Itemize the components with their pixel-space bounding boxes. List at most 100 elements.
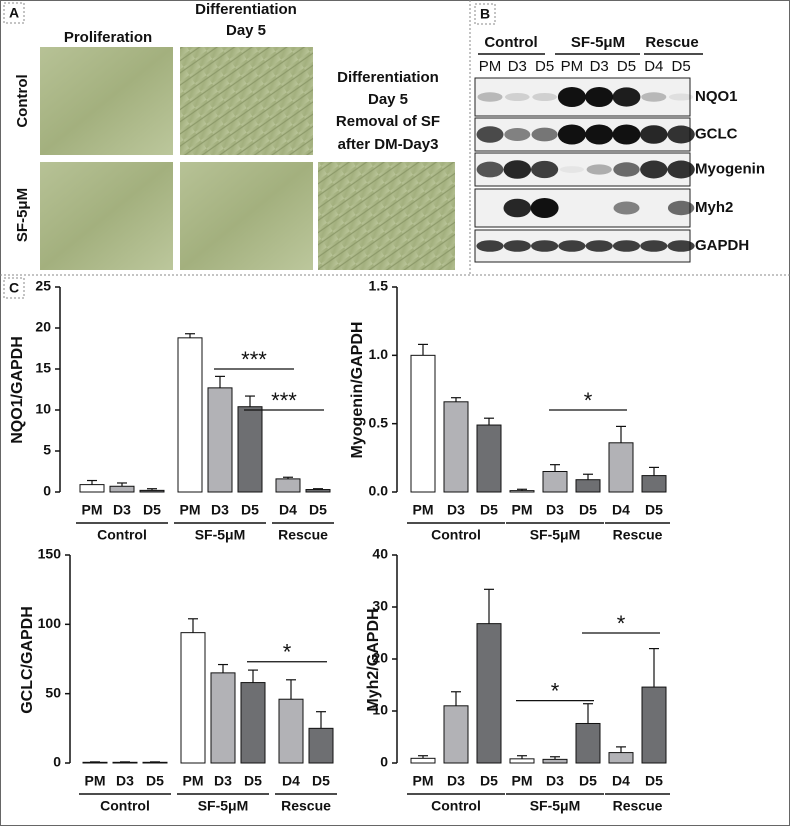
lane-label: D5 <box>535 58 554 75</box>
band <box>667 125 695 144</box>
band <box>532 92 557 102</box>
y-tick-label: 0.5 <box>369 414 389 430</box>
band <box>585 87 614 107</box>
y-tick-label: 1.0 <box>369 346 389 362</box>
band <box>613 162 640 177</box>
row-label: Control <box>14 74 31 127</box>
y-tick-label: 0 <box>380 754 388 770</box>
x-tick-label: D3 <box>214 773 232 789</box>
group-label: Rescue <box>645 34 698 51</box>
group-label: Control <box>100 798 150 814</box>
bar <box>476 623 502 764</box>
micrograph <box>40 47 173 155</box>
x-tick-label: PM <box>183 773 204 789</box>
y-tick-label: 1.5 <box>369 278 389 294</box>
panel-letter-box <box>3 2 25 24</box>
significance-label: * <box>617 611 626 636</box>
row-label: SF-5μM <box>14 188 31 242</box>
y-tick-label: 100 <box>38 615 62 631</box>
bar <box>575 722 601 764</box>
x-tick-label: D5 <box>143 502 161 518</box>
panel-letter-box <box>3 277 25 299</box>
bar <box>608 442 634 493</box>
micrograph <box>318 162 455 270</box>
x-tick-label: PM <box>82 502 103 518</box>
bar <box>410 354 436 493</box>
y-tick-label: 20 <box>35 319 51 335</box>
bar <box>180 632 206 764</box>
bar <box>308 727 334 764</box>
lane-label: D3 <box>508 58 527 75</box>
group-label: SF-5μM <box>198 798 249 814</box>
bar <box>641 686 667 764</box>
band <box>503 240 531 252</box>
bar <box>142 761 168 764</box>
column-label: Day 5 <box>368 91 408 108</box>
band <box>559 166 585 173</box>
column-label: Differentiation <box>337 69 439 86</box>
column-label: Differentiation <box>195 1 297 18</box>
bar <box>278 698 304 764</box>
protein-label: GAPDH <box>695 237 749 254</box>
bar <box>542 758 568 764</box>
x-tick-label: PM <box>413 773 434 789</box>
bar <box>237 406 263 493</box>
group-label: SF-5μM <box>530 798 581 814</box>
y-tick-label: 30 <box>372 598 388 614</box>
band <box>558 240 586 252</box>
band <box>531 240 559 252</box>
x-tick-label: D4 <box>282 773 300 789</box>
protein-label: NQO1 <box>695 88 738 105</box>
x-tick-label: D5 <box>645 502 663 518</box>
column-label: Proliferation <box>64 29 152 46</box>
column-label: Day 5 <box>226 22 266 39</box>
group-label: Control <box>484 34 537 51</box>
micrograph <box>180 47 313 155</box>
x-tick-label: D5 <box>645 773 663 789</box>
band <box>640 125 668 144</box>
lane-label: D5 <box>672 58 691 75</box>
band <box>557 124 586 145</box>
y-tick-label: 150 <box>38 546 62 562</box>
y-tick-label: 40 <box>372 546 388 562</box>
protein-label: Myogenin <box>695 160 765 177</box>
panel-letter: B <box>480 6 490 22</box>
significance-label: * <box>283 640 292 665</box>
band <box>505 92 530 102</box>
bar <box>608 752 634 764</box>
x-tick-label: PM <box>413 502 434 518</box>
significance-label: *** <box>241 347 267 372</box>
y-tick-label: 50 <box>45 684 61 700</box>
x-tick-label: D5 <box>480 502 498 518</box>
y-axis-label: Myh2/GAPDH <box>365 608 382 711</box>
band <box>530 198 559 218</box>
lane-label: PM <box>561 58 584 75</box>
band <box>613 201 640 215</box>
band <box>476 126 504 143</box>
y-tick-label: 20 <box>372 650 388 666</box>
band <box>585 240 613 252</box>
x-tick-label: D4 <box>279 502 297 518</box>
x-tick-label: D3 <box>447 502 465 518</box>
band <box>586 164 612 175</box>
band <box>668 93 694 101</box>
micrograph <box>40 162 173 270</box>
band <box>640 240 668 252</box>
protein-label: Myh2 <box>695 199 733 216</box>
x-tick-label: D5 <box>579 502 597 518</box>
bar <box>177 337 203 493</box>
x-tick-label: D5 <box>146 773 164 789</box>
bar <box>410 757 436 764</box>
x-tick-label: D3 <box>113 502 131 518</box>
x-tick-label: D3 <box>546 773 564 789</box>
band <box>503 198 532 218</box>
x-tick-label: PM <box>85 773 106 789</box>
bar <box>509 758 535 764</box>
bar <box>575 479 601 493</box>
x-tick-label: PM <box>512 502 533 518</box>
x-tick-label: D4 <box>612 502 630 518</box>
group-label: Rescue <box>613 527 663 543</box>
bar <box>641 475 667 493</box>
y-tick-label: 15 <box>35 360 51 376</box>
